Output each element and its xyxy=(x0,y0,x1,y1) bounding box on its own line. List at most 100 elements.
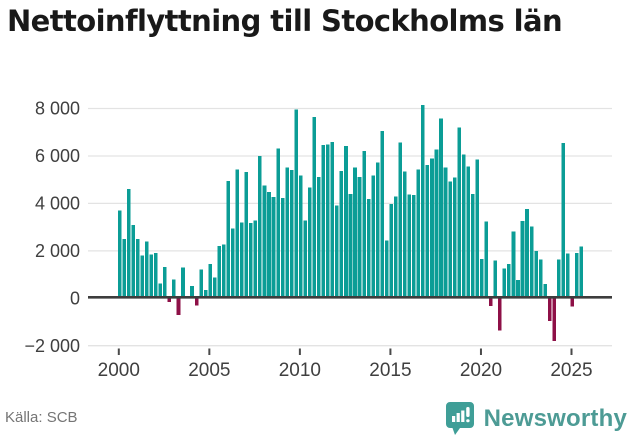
bar-2015Q1 xyxy=(389,203,394,299)
bar-2008Q3 xyxy=(271,197,276,299)
bar-2023Q4 xyxy=(547,298,552,321)
bar-2024Q3 xyxy=(561,142,566,299)
bar-2011Q2 xyxy=(321,145,326,299)
bar-2000Q1 xyxy=(117,210,122,299)
bar-2017Q4 xyxy=(439,118,443,299)
bar-2012Q3 xyxy=(344,146,348,299)
bar-2002Q1 xyxy=(154,253,158,299)
bar-2018Q1 xyxy=(443,167,448,299)
x-tick-label: 2020 xyxy=(460,360,502,381)
bar-2008Q2 xyxy=(267,192,271,299)
bar-2006Q3 xyxy=(235,169,240,299)
bar-2017Q3 xyxy=(434,149,439,299)
bar-2019Q3 xyxy=(470,193,475,299)
bar-2004Q3 xyxy=(199,269,203,299)
bar-2000Q4 xyxy=(131,224,135,299)
bar-2017Q2 xyxy=(430,158,434,299)
bar-2009Q2 xyxy=(285,167,289,299)
bar-2018Q2 xyxy=(448,181,452,299)
bar-2021Q3 xyxy=(507,263,511,299)
bar-2025Q1 xyxy=(570,298,575,307)
bar-2003Q1 xyxy=(172,279,176,299)
bar-2015Q2 xyxy=(393,196,398,299)
bar-2010Q2 xyxy=(303,220,308,299)
bar-2006Q2 xyxy=(230,228,235,299)
bar-2004Q4 xyxy=(203,290,208,299)
bar-2013Q1 xyxy=(353,167,357,299)
bar-2006Q1 xyxy=(226,180,231,299)
bar-2022Q3 xyxy=(525,209,529,299)
bar-2019Q4 xyxy=(475,159,480,299)
bar-2021Q1 xyxy=(498,298,502,331)
bar-2016Q3 xyxy=(416,169,421,299)
bar-2018Q3 xyxy=(452,177,457,299)
bar-2000Q3 xyxy=(126,189,131,299)
bar-2009Q4 xyxy=(294,109,298,299)
bar-2011Q3 xyxy=(326,144,330,299)
bar-2001Q3 xyxy=(144,241,149,299)
bar-2011Q4 xyxy=(330,141,335,299)
bar-2023Q2 xyxy=(538,259,543,299)
bar-2023Q1 xyxy=(534,250,538,299)
bar-2002Q2 xyxy=(158,283,163,299)
bar-2000Q2 xyxy=(122,239,126,299)
bar-2025Q2 xyxy=(575,253,579,299)
bar-2008Q4 xyxy=(276,148,280,299)
bar-2024Q1 xyxy=(552,298,556,341)
bar-2015Q3 xyxy=(398,142,403,299)
page-title: Nettoinflyttning till Stockholms län xyxy=(7,4,563,38)
bar-2013Q4 xyxy=(366,198,371,299)
bar-2009Q3 xyxy=(289,170,294,299)
bar-2001Q1 xyxy=(135,239,140,299)
x-axis-tick-labels: 2000 2005 2010 2015 2020 2025 xyxy=(98,348,593,381)
bar-2019Q1 xyxy=(461,154,466,299)
bar-2020Q3 xyxy=(489,298,493,306)
bar-2004Q2 xyxy=(194,298,199,306)
bar-2007Q2 xyxy=(249,222,253,299)
newsworthy-wordmark: Newsworthy xyxy=(483,405,627,432)
bar-2001Q4 xyxy=(149,254,154,299)
bar-2012Q4 xyxy=(348,193,353,299)
bar-2003Q3 xyxy=(181,267,185,299)
bar-2014Q1 xyxy=(371,175,375,299)
bar-2007Q3 xyxy=(253,220,258,299)
bar-2016Q1 xyxy=(407,194,412,299)
bar-2015Q4 xyxy=(403,171,407,299)
bar-2019Q2 xyxy=(466,166,470,299)
bar-2013Q3 xyxy=(362,151,366,299)
bar-2010Q3 xyxy=(307,187,312,299)
bar-2024Q2 xyxy=(556,259,561,299)
bar-2005Q2 xyxy=(212,277,217,299)
bar-2017Q1 xyxy=(425,164,430,299)
x-tick-label: 2010 xyxy=(279,360,321,381)
y-tick-label: 4 000 xyxy=(35,194,80,214)
bar-2022Q1 xyxy=(516,280,520,299)
bar-2004Q1 xyxy=(190,285,194,299)
bar-2016Q2 xyxy=(412,194,416,299)
bar-2003Q2 xyxy=(176,298,181,315)
bar-2025Q3 xyxy=(579,246,584,299)
bar-2011Q1 xyxy=(316,176,321,299)
bar-2024Q4 xyxy=(565,253,570,299)
bar-2005Q3 xyxy=(217,245,221,299)
bar-2014Q2 xyxy=(375,162,380,299)
bar-2010Q4 xyxy=(312,117,317,299)
y-tick-label: 2 000 xyxy=(35,241,80,261)
y-tick-label: 8 000 xyxy=(35,99,80,119)
bar-2002Q4 xyxy=(167,298,172,302)
newsworthy-logo[interactable]: Newsworthy xyxy=(443,399,627,439)
bar-2018Q4 xyxy=(457,127,461,299)
bar-2010Q1 xyxy=(298,175,303,299)
bar-2021Q4 xyxy=(511,231,516,299)
bar-chart-speech-bubble-icon xyxy=(445,402,474,435)
x-tick-label: 2015 xyxy=(369,360,411,381)
bar-2014Q4 xyxy=(384,240,389,299)
bar-2005Q1 xyxy=(208,263,212,299)
x-tick-label: 2025 xyxy=(550,360,592,381)
y-tick-label: −2 000 xyxy=(24,336,80,356)
bar-2012Q1 xyxy=(335,205,339,299)
bar-2021Q2 xyxy=(502,268,507,299)
x-tick-label: 2000 xyxy=(98,360,140,381)
bar-2008Q1 xyxy=(262,185,267,299)
